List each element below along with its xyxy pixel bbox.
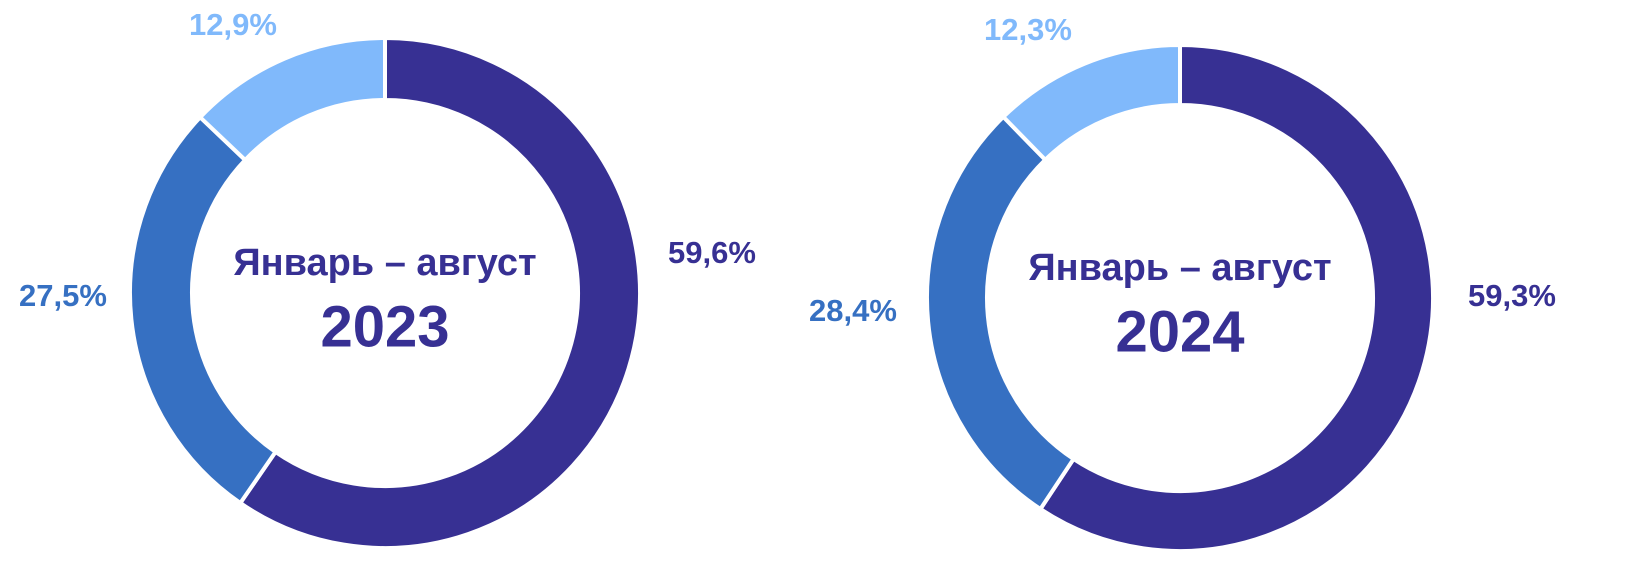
- center-year: 2023: [320, 294, 449, 359]
- value-label: 59,6%: [668, 235, 756, 270]
- value-label: 59,3%: [1468, 278, 1556, 313]
- donut-slice: [1000, 42, 1182, 163]
- value-label: 27,5%: [19, 278, 107, 313]
- donut-slice: [237, 35, 642, 550]
- donut-slice: [1037, 42, 1435, 553]
- center-title: Январь – август: [233, 242, 536, 284]
- donut-slice: [128, 114, 279, 506]
- value-label: 12,9%: [189, 7, 277, 42]
- center-year: 2024: [1115, 299, 1244, 364]
- donut-slice: [925, 114, 1077, 512]
- center-title: Январь – август: [1028, 247, 1331, 289]
- value-label: 12,3%: [984, 12, 1072, 47]
- value-label: 28,4%: [809, 293, 897, 328]
- donut-slice: [197, 35, 387, 163]
